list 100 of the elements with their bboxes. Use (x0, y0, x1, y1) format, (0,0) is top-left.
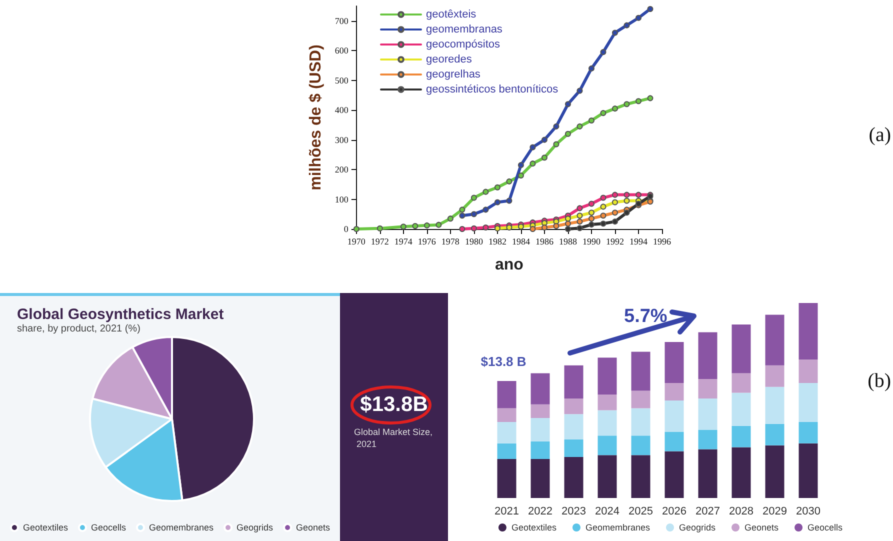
point (588, 65, 594, 72)
point (518, 172, 524, 178)
bar (664, 400, 684, 432)
point (494, 199, 500, 206)
point (576, 88, 583, 94)
bar (497, 422, 516, 444)
point (612, 192, 618, 198)
point (576, 123, 583, 130)
point (635, 98, 642, 104)
point (541, 154, 548, 161)
bar (497, 381, 516, 408)
bar (798, 382, 818, 422)
bar (564, 365, 584, 399)
point (624, 101, 630, 108)
bar (598, 410, 617, 436)
bar (530, 418, 550, 442)
legend-label: geomembranas (426, 24, 503, 36)
legend-label: Geotextiles (22, 522, 68, 532)
point (376, 225, 383, 232)
point (353, 226, 360, 232)
y-tick-label: 600 (334, 46, 349, 56)
point (482, 224, 489, 231)
x-tick-label: 2022 (528, 506, 552, 518)
x-tick-label: 2024 (595, 506, 620, 518)
legend-label: Geonets (296, 522, 331, 532)
x-tick-label: 1972 (370, 236, 389, 246)
x-tick-label: 2023 (562, 506, 586, 518)
point (506, 198, 512, 204)
point (588, 210, 594, 216)
point (506, 224, 512, 231)
point (482, 188, 489, 195)
bar (698, 332, 718, 380)
point (588, 117, 594, 124)
point (436, 222, 442, 228)
point (553, 141, 560, 148)
x-tick-label: 2027 (696, 506, 720, 518)
bar (631, 390, 650, 408)
point (553, 123, 560, 130)
point (612, 106, 618, 112)
bar (765, 424, 784, 446)
point (412, 223, 418, 230)
text: (b) (868, 370, 892, 392)
x-tick-label: 1994 (629, 236, 648, 246)
bar (530, 404, 550, 418)
point (635, 14, 642, 21)
bar (664, 342, 684, 383)
annotation: 5.7% (624, 306, 668, 327)
x-tick-label: 2029 (762, 506, 787, 518)
y-tick-label: 100 (334, 194, 349, 204)
point (612, 218, 618, 225)
bar (732, 426, 751, 448)
point (647, 6, 654, 12)
point (518, 162, 524, 168)
point (541, 224, 548, 231)
x-tick-label: 2025 (628, 506, 653, 518)
point (400, 224, 406, 230)
legend-label: georedes (426, 54, 472, 66)
x-tick-label: 1970 (347, 236, 366, 246)
legend-label: geocompósitos (426, 38, 500, 50)
bar (698, 398, 718, 430)
bar (598, 436, 617, 456)
point (600, 220, 606, 227)
point (612, 199, 618, 206)
legend-label: Geonets (744, 522, 780, 532)
point (624, 192, 630, 198)
bar (698, 430, 718, 450)
x-axis-title: ano (494, 256, 524, 274)
bar (798, 360, 818, 383)
text: Global Market Size, 2021 (354, 427, 433, 449)
y-tick-label: 700 (334, 16, 349, 26)
point (576, 225, 583, 232)
legend-label: Geocells (808, 522, 844, 532)
bar (732, 447, 751, 498)
point (588, 216, 594, 222)
x-tick-label: 1978 (441, 236, 460, 246)
x-tick-label: 1988 (558, 236, 578, 246)
point (612, 210, 618, 216)
y-tick-label: 400 (334, 105, 349, 116)
bar (631, 408, 650, 436)
point (459, 206, 466, 213)
bar (732, 392, 751, 426)
bar (530, 441, 550, 459)
legend-label: Geogrids (678, 522, 716, 532)
bar (698, 449, 718, 498)
x-tick-label: 2026 (662, 506, 686, 518)
legend-label: Geotextiles (511, 522, 557, 532)
bar (798, 443, 818, 498)
point (459, 226, 466, 232)
bar (798, 303, 818, 360)
bar (598, 358, 617, 395)
point (624, 198, 630, 204)
point (576, 212, 583, 219)
legend-label: Geomembranes (148, 522, 214, 532)
y-axis-title: milhões de $ (USD) (308, 44, 324, 190)
point (470, 194, 477, 201)
point (600, 204, 606, 210)
bar (497, 443, 516, 459)
bar (497, 459, 516, 498)
point (588, 222, 594, 228)
chart-subtitle: share, by product, 2021 (%) (17, 324, 140, 334)
